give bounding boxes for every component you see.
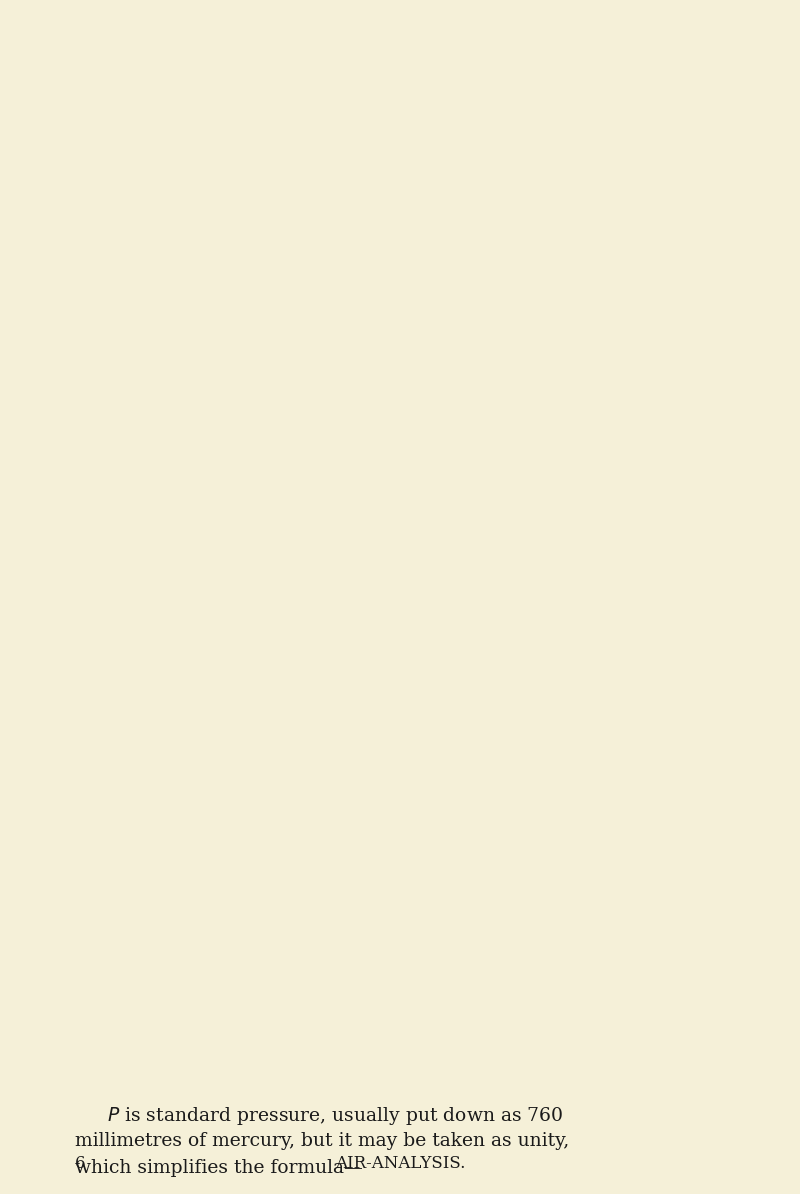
Text: which simplifies the formula—: which simplifies the formula—	[75, 1158, 363, 1176]
Text: AIR-ANALYSIS.: AIR-ANALYSIS.	[335, 1155, 465, 1173]
Text: $P$ is standard pressure, usually put down as 760: $P$ is standard pressure, usually put do…	[107, 1104, 563, 1127]
Text: millimetres of mercury, but it may be taken as unity,: millimetres of mercury, but it may be ta…	[75, 1132, 570, 1150]
Text: 6: 6	[75, 1155, 86, 1173]
